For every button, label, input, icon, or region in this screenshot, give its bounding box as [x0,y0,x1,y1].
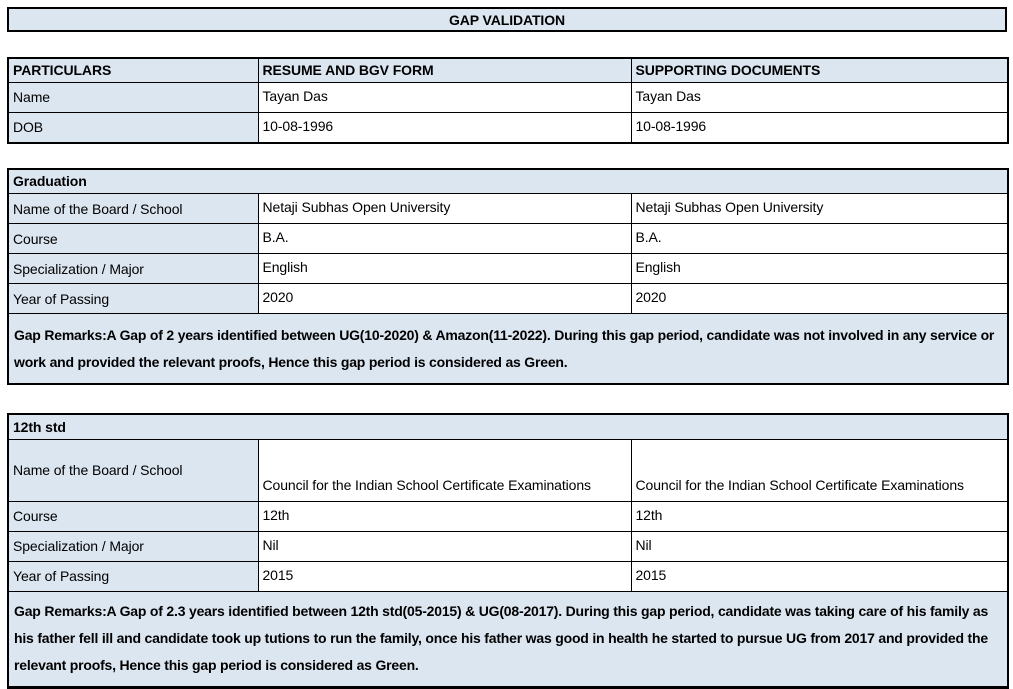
row-label-cell: Course [7,500,259,532]
particulars-table: PARTICULARS RESUME AND BGV FORM SUPPORTI… [7,57,1009,144]
gap-remarks-row: Gap Remarks:A Gap of 2.3 years identifie… [7,590,1009,688]
gap-remarks-text: Gap Remarks:A Gap of 2 years identified … [7,313,1009,385]
twelfth-std-table: 12th std Name of the Board / School Coun… [7,413,1010,689]
page-title-text: GAP VALIDATION [448,11,566,28]
gap-validation-document: GAP VALIDATION PARTICULARS RESUME AND BG… [0,7,1013,689]
supporting-value-cell: Council for the Indian School Certificat… [630,438,1009,502]
resume-value-cell: 12th [257,500,632,532]
resume-value-cell: English [257,253,632,284]
row-label-cell: Year of Passing [7,283,259,314]
resume-value-cell: 2015 [257,560,632,592]
row-label-cell: Name [7,81,259,113]
table-row-specialization: Specialization / Major English English [7,253,1009,284]
supporting-value-cell: English [630,253,1009,284]
gap-remarks-text: Gap Remarks:A Gap of 2.3 years identifie… [7,590,1009,688]
supporting-value-cell: Tayan Das [630,81,1009,113]
row-label-cell: Name of the Board / School [7,193,259,224]
resume-value-cell: Council for the Indian School Certificat… [257,438,632,502]
gap-remarks-row: Gap Remarks:A Gap of 2 years identified … [7,313,1009,385]
row-label-cell: DOB [7,111,259,143]
supporting-value-cell: 10-08-1996 [630,111,1009,143]
header-cell-supporting: SUPPORTING DOCUMENTS [630,57,1009,83]
table-row-year: Year of Passing 2015 2015 [7,560,1009,592]
table-row-course: Course 12th 12th [7,500,1009,532]
row-label-cell: Course [7,223,259,254]
header-cell-particulars: PARTICULARS [7,57,259,83]
resume-value-cell: 10-08-1996 [257,111,632,143]
page-title: GAP VALIDATION [7,7,1007,32]
table-row-year: Year of Passing 2020 2020 [7,283,1009,314]
section-header-row: Graduation [7,168,1009,194]
row-label-cell: Name of the Board / School [7,438,259,502]
resume-value-cell: Nil [257,530,632,562]
resume-value-cell: Tayan Das [257,81,632,113]
section-header-row: 12th std [7,413,1009,440]
table-row-course: Course B.A. B.A. [7,223,1009,254]
resume-value-cell: B.A. [257,223,632,254]
table-row-name: Name Tayan Das Tayan Das [7,81,1009,113]
supporting-value-cell: 2015 [630,560,1009,592]
table-header-row: PARTICULARS RESUME AND BGV FORM SUPPORTI… [7,57,1009,83]
row-label-cell: Specialization / Major [7,253,259,284]
section-title: Graduation [7,168,1009,194]
table-row-dob: DOB 10-08-1996 10-08-1996 [7,111,1009,143]
supporting-value-cell: 12th [630,500,1009,532]
resume-value-cell: 2020 [257,283,632,314]
table-row-specialization: Specialization / Major Nil Nil [7,530,1009,562]
supporting-value-cell: 2020 [630,283,1009,314]
graduation-table: Graduation Name of the Board / School Ne… [7,167,1009,385]
row-label-cell: Specialization / Major [7,530,259,562]
header-cell-resume: RESUME AND BGV FORM [257,57,632,83]
supporting-value-cell: Netaji Subhas Open University [630,193,1009,224]
supporting-value-cell: Nil [630,530,1009,562]
supporting-value-cell: B.A. [630,223,1009,254]
table-row-board: Name of the Board / School Netaji Subhas… [7,193,1009,224]
resume-value-cell: Netaji Subhas Open University [257,193,632,224]
table-row-board: Name of the Board / School Council for t… [7,438,1009,502]
row-label-cell: Year of Passing [7,560,259,592]
section-title: 12th std [7,413,1009,440]
